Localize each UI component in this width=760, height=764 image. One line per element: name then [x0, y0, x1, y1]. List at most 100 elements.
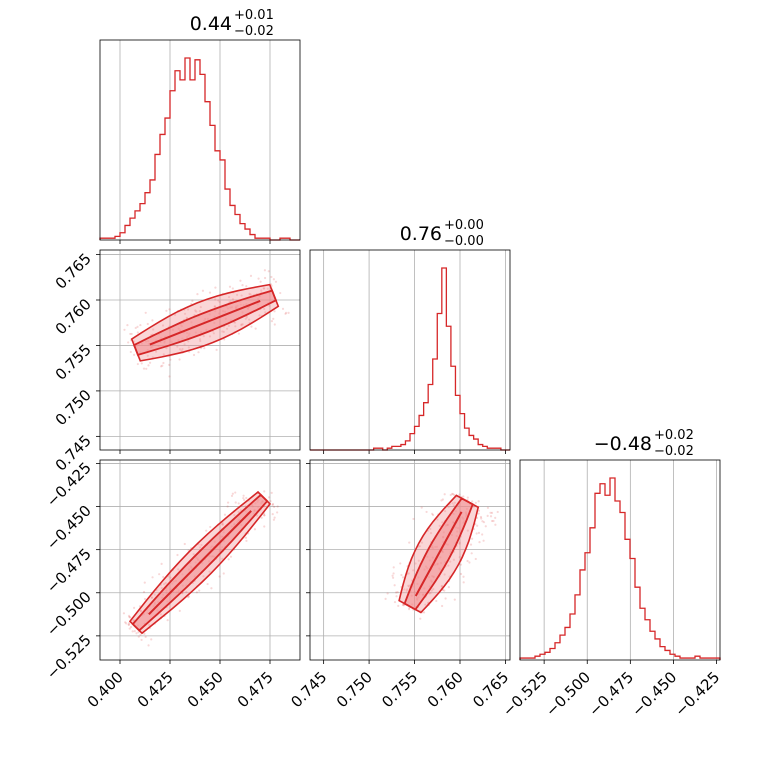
sample-point	[481, 533, 484, 536]
sample-point	[234, 325, 237, 328]
sample-point	[202, 575, 205, 578]
sample-point	[221, 522, 224, 525]
sample-point	[195, 591, 198, 594]
sample-point	[180, 349, 183, 352]
sample-point	[239, 279, 242, 282]
sample-point	[399, 562, 402, 565]
sample-point	[158, 573, 161, 576]
sample-point	[151, 319, 154, 322]
sample-point	[231, 492, 234, 495]
histogram-panel-2: −0.525−0.500−0.475−0.450−0.425−0.48 +0.02…	[499, 428, 723, 720]
sample-point	[395, 591, 398, 594]
sample-point	[134, 326, 137, 330]
sample-point	[217, 299, 220, 302]
sample-point	[441, 604, 444, 608]
sample-point	[419, 617, 422, 620]
sample-point	[447, 564, 450, 567]
sample-point	[135, 632, 138, 635]
sample-point	[186, 308, 190, 311]
sample-point	[234, 491, 237, 494]
sample-point	[245, 539, 248, 542]
sample-point	[412, 569, 415, 572]
sample-point	[226, 501, 230, 504]
sample-point	[241, 284, 244, 287]
sample-point	[162, 361, 165, 365]
sample-point	[240, 323, 243, 327]
sample-point	[160, 562, 163, 566]
sample-point	[240, 294, 243, 297]
sample-point	[266, 287, 269, 290]
sample-point	[479, 515, 483, 519]
sample-point	[139, 323, 142, 327]
sample-point	[147, 364, 150, 367]
sample-point	[474, 557, 477, 561]
sample-point	[492, 519, 495, 523]
sample-point	[198, 589, 201, 592]
sample-point	[222, 330, 225, 333]
sample-point	[482, 539, 485, 542]
sample-point	[397, 604, 400, 608]
sample-point	[262, 287, 265, 290]
histogram-step-line	[310, 267, 510, 451]
histogram-panel-0: 0.44 +0.01−0.02	[99, 8, 301, 244]
sample-point	[418, 545, 422, 548]
sample-point	[420, 541, 424, 544]
sample-point	[183, 312, 187, 315]
sample-point	[405, 589, 408, 592]
sample-point	[458, 493, 461, 496]
sample-point	[195, 310, 198, 313]
sample-point	[166, 619, 169, 622]
sample-point	[269, 500, 272, 503]
y-tick-label: −0.500	[43, 588, 95, 640]
sample-point	[203, 347, 206, 350]
sample-point	[470, 552, 473, 555]
sample-point	[215, 348, 218, 351]
sample-point	[408, 608, 411, 611]
sample-point	[169, 358, 172, 361]
sample-point	[284, 312, 287, 315]
sample-point	[253, 528, 257, 531]
sample-point	[199, 305, 202, 309]
sample-point	[192, 353, 196, 357]
panel-title-lower-error: −0.00	[444, 234, 484, 249]
sample-point	[136, 331, 139, 334]
sample-point	[263, 287, 266, 290]
sample-point	[168, 363, 171, 366]
sample-point	[168, 375, 171, 378]
sample-point	[242, 494, 245, 497]
sample-point	[458, 556, 461, 559]
sample-point	[130, 332, 133, 336]
sample-point	[466, 559, 469, 563]
sample-point	[491, 519, 494, 523]
sample-point	[276, 511, 279, 514]
sample-point	[212, 332, 215, 335]
sample-point	[458, 542, 461, 545]
sample-point	[273, 505, 276, 508]
sample-point	[257, 277, 260, 280]
sample-point	[255, 514, 259, 517]
sample-point	[272, 317, 275, 320]
sample-point	[486, 506, 490, 509]
sample-point	[443, 493, 446, 496]
sample-point	[402, 604, 405, 607]
x-tick-label: −0.425	[671, 668, 723, 720]
sample-point	[489, 511, 492, 514]
sample-point	[484, 525, 487, 528]
sample-point	[263, 307, 266, 311]
sample-point	[137, 635, 140, 638]
sample-point	[235, 293, 239, 296]
sample-point	[136, 362, 139, 366]
sample-point	[160, 586, 163, 590]
sample-point	[244, 536, 248, 539]
sample-point	[428, 592, 431, 595]
sample-point	[220, 523, 224, 526]
sample-point	[466, 529, 469, 532]
sample-point	[268, 304, 271, 307]
density-ridge	[414, 511, 463, 597]
sample-point	[268, 496, 271, 499]
sample-point	[128, 627, 131, 630]
sample-point	[444, 597, 447, 600]
sample-point	[424, 603, 427, 606]
sample-point	[249, 274, 253, 277]
sample-point	[440, 585, 443, 588]
